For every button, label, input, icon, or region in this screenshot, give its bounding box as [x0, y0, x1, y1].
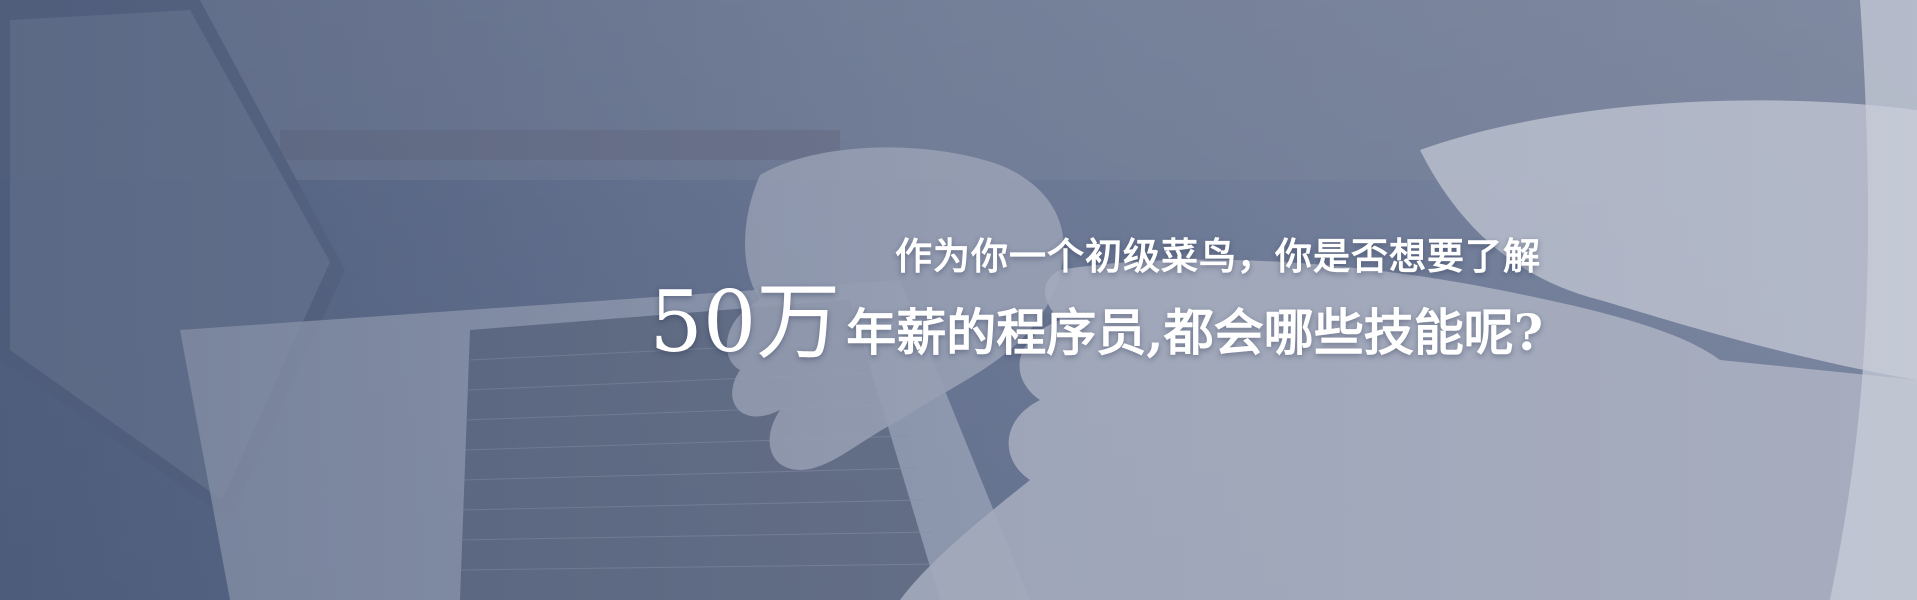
headline-line2: 50万 年薪的程序员,都会哪些技能呢? — [649, 280, 1543, 364]
headline-line2-text: 年薪的程序员,都会哪些技能呢? — [846, 303, 1543, 362]
salary-highlight: 50万 — [649, 273, 841, 371]
headline-line1: 作为你一个初级菜鸟，你是否想要了解 — [895, 235, 1541, 278]
